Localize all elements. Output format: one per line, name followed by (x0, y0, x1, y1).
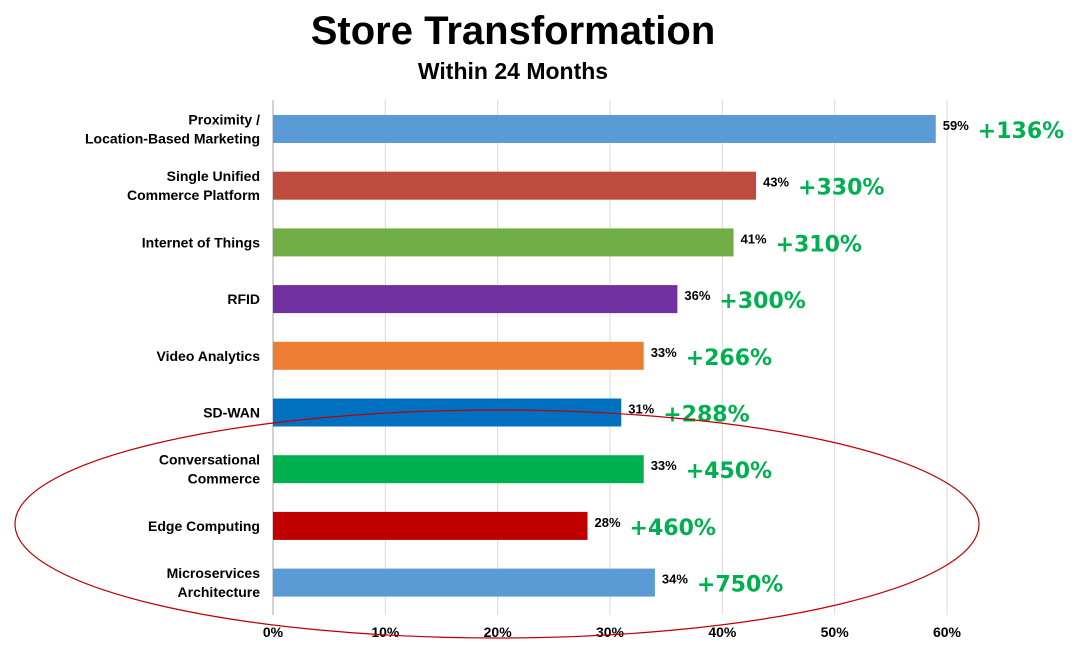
bar (273, 455, 644, 484)
bar (273, 228, 734, 257)
growth-annotation: +450% (686, 459, 772, 484)
value-label: 41% (741, 231, 767, 246)
bar (273, 511, 588, 540)
x-tick-label: 60% (933, 624, 962, 640)
category-label: Location-Based Marketing (85, 131, 260, 147)
category-label: Microservices (167, 565, 261, 581)
value-label: 33% (651, 458, 677, 473)
x-tick-label: 0% (263, 624, 284, 640)
value-label: 43% (763, 175, 789, 190)
category-label: Conversational (159, 452, 260, 468)
value-label: 36% (684, 288, 710, 303)
growth-annotations: +136% +330% +310% +300% +266% +288% +450% +460%… (630, 119, 1065, 598)
category-label: Video Analytics (157, 348, 261, 364)
chart-title: Store Transformation (311, 9, 716, 53)
growth-annotation: +266% (686, 346, 772, 371)
x-tick-label: 50% (821, 624, 850, 640)
x-tick-label: 10% (371, 624, 400, 640)
value-label: 33% (651, 345, 677, 360)
value-label: 31% (628, 402, 654, 417)
growth-annotation: +288% (663, 403, 749, 428)
x-tick-label: 30% (596, 624, 625, 640)
category-label: Edge Computing (148, 518, 260, 534)
bar (273, 171, 757, 200)
category-label: Commerce Platform (127, 187, 260, 203)
category-label: Proximity / (188, 112, 260, 128)
growth-annotation: +750% (697, 573, 783, 598)
x-axis-ticks: 0% 10% 20% 30% 40% 50% 60% (263, 624, 962, 640)
bar (273, 398, 622, 427)
growth-annotation: +136% (978, 119, 1064, 144)
value-label: 28% (595, 515, 621, 530)
growth-annotation: +300% (719, 289, 805, 314)
bars: 59% 43% 41% 36% 33% 31% 33% 28% 34% (273, 115, 969, 597)
x-tick-label: 40% (708, 624, 737, 640)
value-label: 59% (943, 118, 969, 133)
bar (273, 115, 936, 143)
category-label: RFID (227, 291, 260, 307)
category-label: SD-WAN (203, 405, 260, 421)
bar (273, 285, 678, 314)
highlight-layer (14, 409, 980, 639)
highlight-ellipse (14, 409, 980, 639)
value-label: 34% (662, 572, 688, 587)
category-label: Architecture (178, 584, 261, 600)
bar (273, 341, 644, 370)
growth-annotation: +330% (798, 176, 884, 201)
category-labels: Proximity / Location-Based Marketing Singl… (85, 112, 260, 601)
category-label: Single Unified (167, 168, 260, 184)
category-label: Internet of Things (142, 234, 260, 250)
chart-subtitle: Within 24 Months (418, 58, 608, 84)
bar (273, 568, 655, 597)
category-label: Commerce (188, 471, 261, 487)
growth-annotation: +310% (776, 232, 862, 257)
x-tick-label: 20% (484, 624, 513, 640)
growth-annotation: +460% (630, 516, 716, 541)
